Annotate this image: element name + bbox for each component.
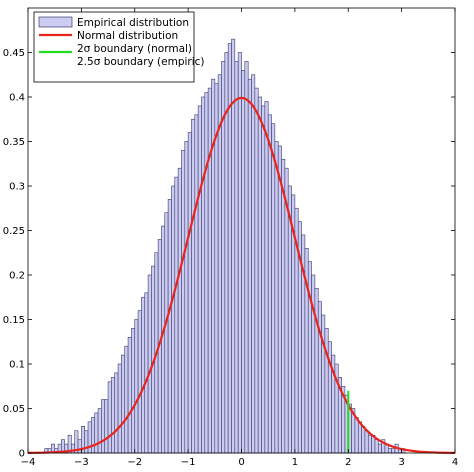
histogram-bar	[181, 150, 186, 454]
histogram-bar	[267, 114, 272, 454]
histogram-bar	[141, 296, 146, 454]
histogram-bar	[127, 336, 132, 454]
histogram-bar	[131, 328, 136, 454]
y-tick-label: 0.15	[3, 315, 25, 326]
y-tick-label: 0.1	[9, 360, 25, 371]
x-tick-label: 3	[398, 457, 404, 467]
histogram-bar	[271, 123, 276, 454]
histogram-bar	[174, 176, 179, 454]
histogram-bar	[264, 101, 269, 454]
histogram-bar	[147, 274, 152, 454]
histogram-bar	[171, 185, 176, 454]
histogram-bar	[241, 70, 246, 454]
x-tick-label: 0	[238, 457, 244, 467]
x-tick-label: 4	[452, 457, 458, 467]
histogram-bar	[144, 292, 149, 454]
histogram-bar	[121, 354, 126, 454]
histogram-bar	[237, 52, 242, 454]
histogram-bar	[201, 96, 206, 454]
x-tick-label: −3	[74, 457, 89, 467]
legend-label: Normal distribution	[77, 30, 178, 42]
histogram-bar	[374, 439, 379, 454]
histogram-bar	[207, 87, 212, 454]
histogram-bar	[357, 421, 362, 454]
histogram-bar	[87, 421, 92, 454]
histogram-bar	[377, 443, 382, 454]
histogram-bar	[167, 199, 172, 454]
x-tick-label: −1	[181, 457, 196, 467]
y-tick-label: 0.25	[3, 226, 25, 237]
histogram-bar	[104, 399, 109, 454]
histogram-bar	[114, 372, 119, 454]
histogram-bar	[107, 381, 112, 454]
histogram-bar	[124, 345, 129, 454]
x-tick-label: 2	[345, 457, 351, 467]
legend-swatch-empirical	[38, 16, 73, 28]
histogram-bar	[184, 141, 189, 454]
histogram-bar	[354, 417, 359, 454]
histogram-bar	[91, 417, 96, 454]
histogram-bar	[194, 114, 199, 454]
histogram-bar	[101, 399, 106, 454]
histogram-bar	[364, 430, 369, 454]
y-tick-label: 0.4	[9, 93, 25, 104]
histogram-bar	[111, 377, 116, 454]
histogram-bar	[204, 92, 209, 454]
histogram-bar	[191, 118, 196, 454]
histogram-bar	[367, 434, 372, 454]
y-tick-label: 0.05	[3, 404, 25, 415]
x-tick-label: 1	[292, 457, 298, 467]
y-tick-label: 0.3	[9, 182, 25, 193]
plot-area	[27, 38, 456, 454]
histogram-bar	[77, 439, 82, 454]
histogram-bar	[211, 78, 216, 454]
legend-label: Empirical distribution	[77, 17, 189, 29]
histogram-bar	[137, 310, 142, 454]
histogram-bar	[117, 363, 122, 454]
legend-box	[33, 11, 195, 83]
histogram-bar	[244, 61, 249, 454]
histogram-bar	[254, 87, 259, 454]
x-tick-label: −2	[127, 457, 142, 467]
histogram-bar	[251, 74, 256, 454]
histogram-bar	[261, 105, 266, 454]
normal-distribution-line	[27, 96, 456, 454]
histogram-bar	[317, 301, 322, 454]
histogram-bar	[277, 145, 282, 454]
y-tick-label: 0	[19, 449, 25, 460]
histogram-bar	[281, 159, 286, 454]
histogram-bar	[387, 448, 392, 454]
y-tick-label: 0.45	[3, 48, 25, 59]
histogram-bar	[94, 412, 99, 454]
histogram-bar	[97, 408, 102, 454]
histogram-bar	[234, 61, 239, 454]
histogram-bar	[274, 141, 279, 454]
y-tick-label: 0.2	[9, 271, 25, 282]
histogram-bar	[84, 430, 89, 454]
histogram-bar	[177, 167, 182, 454]
legend-label: 2σ boundary (normal)	[77, 43, 192, 55]
histogram-bar	[187, 132, 192, 454]
x-tick-label: −4	[21, 457, 36, 467]
legend-label: 2.5σ boundary (empiric)	[77, 56, 205, 68]
histogram-bar	[361, 425, 366, 454]
histogram-bar	[257, 96, 262, 454]
histogram-bar	[134, 319, 139, 454]
histogram-bar	[391, 448, 396, 454]
histogram-bar	[164, 212, 169, 454]
y-tick-label: 0.35	[3, 137, 25, 148]
histogram-bar	[247, 78, 252, 454]
histogram-bar	[197, 105, 202, 454]
axes: −4 −3 −2 −1 0 1 2 3 4 0 0.05 0.1 0.15 0.2 0.25 0.3 0.35 0…	[3, 7, 458, 468]
